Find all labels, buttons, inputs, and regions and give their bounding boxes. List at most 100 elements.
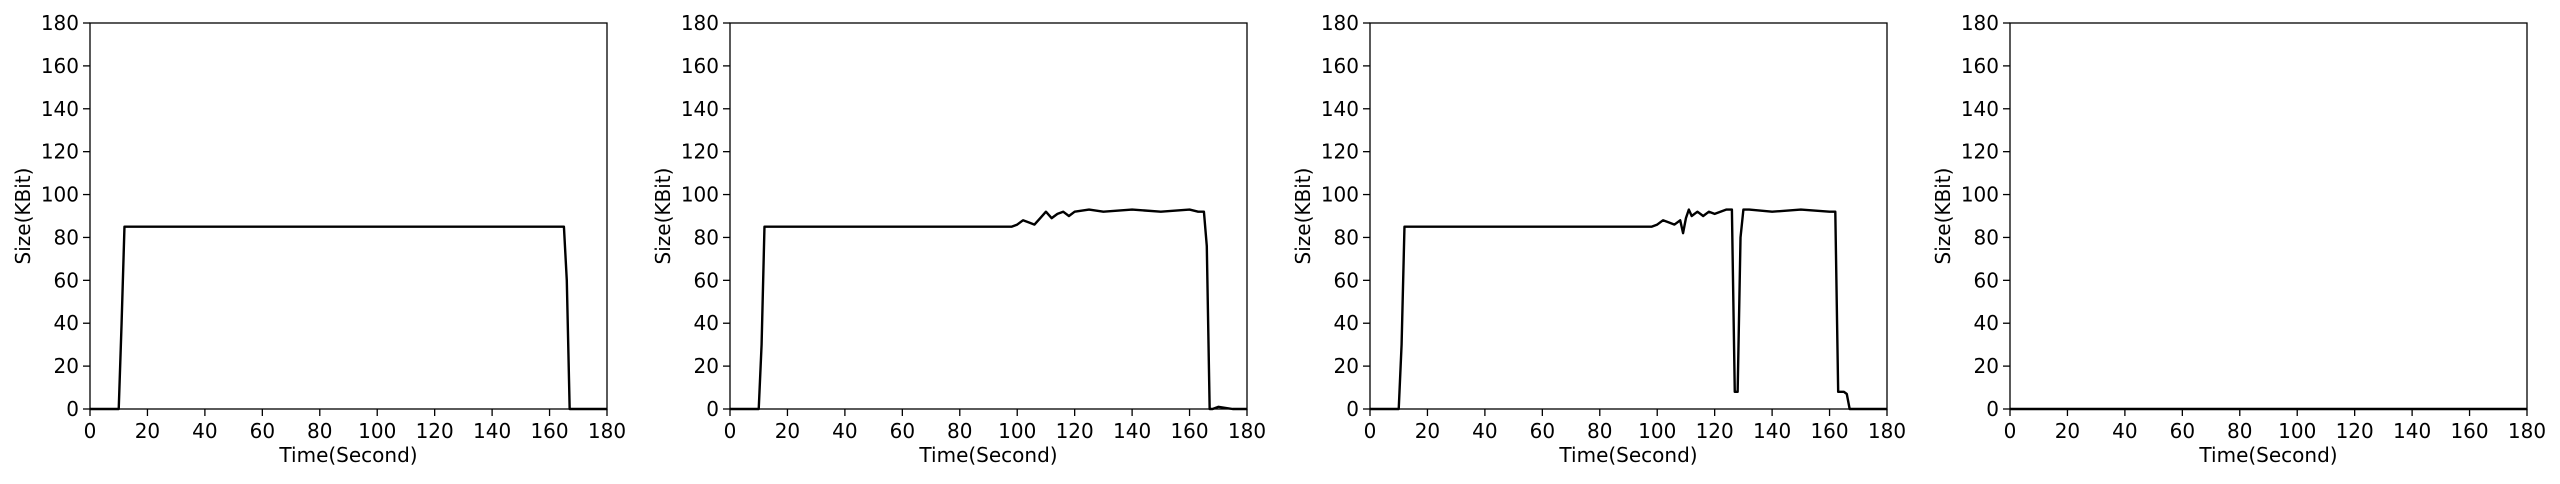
x-tick-label: 100: [358, 419, 396, 443]
y-tick-label: 160: [681, 54, 719, 78]
chart-svg: 0 20 40 60 80 100 120 140 160 180 0 20 40 60 80 100 120 1…: [1291, 11, 1906, 467]
x-tick-label: 140: [2393, 419, 2431, 443]
x-tick-label: 80: [1587, 419, 1612, 443]
y-axis-label: Size(KBit): [11, 168, 35, 265]
x-tick-label: 180: [1228, 419, 1266, 443]
x-tick-label: 120: [416, 419, 454, 443]
x-tick-label: 160: [1810, 419, 1848, 443]
x-tick-label: 0: [724, 419, 737, 443]
y-tick-label: 0: [706, 397, 719, 421]
x-tick-label: 20: [1415, 419, 1440, 443]
series-line-1: [730, 208, 1247, 411]
y-tick-label: 40: [1334, 311, 1359, 335]
x-tick-label: 100: [998, 419, 1036, 443]
x-tick-label: 120: [2336, 419, 2374, 443]
x-axis-label: Time(Second): [918, 443, 1057, 467]
y-tick-label: 120: [681, 140, 719, 164]
series-line-1: [1370, 208, 1887, 411]
x-tick-label: 60: [250, 419, 275, 443]
series-line-1: [90, 225, 607, 411]
y-tick-label: 100: [41, 183, 79, 207]
x-tick-label: 80: [307, 419, 332, 443]
x-axis-label: Time(Second): [1558, 443, 1697, 467]
x-tick-label: 100: [2278, 419, 2316, 443]
chart-panel-3: 0 20 40 60 80 100 120 140 160 180 0 20 40 60 80 100 120 1…: [1280, 0, 1920, 480]
y-tick-label: 120: [1321, 140, 1359, 164]
x-tick-label: 40: [1472, 419, 1497, 443]
x-tick-label: 0: [2004, 419, 2017, 443]
x-tick-label: 160: [530, 419, 568, 443]
y-tick-label: 60: [1334, 268, 1359, 292]
chart-panel-2: 0 20 40 60 80 100 120 140 160 180 0 20 40 60 80 100 120 1…: [640, 0, 1280, 480]
x-tick-label: 20: [775, 419, 800, 443]
y-tick-label: 180: [41, 11, 79, 35]
x-tick-label: 100: [1638, 419, 1676, 443]
axes-frame: [1369, 22, 1888, 410]
x-tick-label: 20: [2055, 419, 2080, 443]
x-tick-label: 140: [1113, 419, 1151, 443]
x-tick-label: 0: [1364, 419, 1377, 443]
y-tick-label: 80: [694, 225, 719, 249]
x-tick-label: 140: [473, 419, 511, 443]
x-tick-label: 120: [1056, 419, 1094, 443]
x-tick-label: 40: [192, 419, 217, 443]
y-tick-label: 20: [1974, 354, 1999, 378]
y-tick-label: 20: [1334, 354, 1359, 378]
chart-svg: 0 20 40 60 80 100 120 140 160 180 0 20 40 60 80 100 120 1…: [651, 11, 1266, 467]
y-tick-label: 140: [1961, 97, 1999, 121]
y-tick-label: 80: [1974, 225, 1999, 249]
y-tick-label: 0: [66, 397, 79, 421]
x-axis-label: Time(Second): [278, 443, 417, 467]
x-tick-label: 40: [2112, 419, 2137, 443]
y-tick-label: 120: [41, 140, 79, 164]
x-tick-label: 60: [1530, 419, 1555, 443]
x-tick-label: 180: [588, 419, 626, 443]
y-tick-label: 160: [41, 54, 79, 78]
axes-frame: [729, 22, 1248, 410]
axes-frame: [2009, 22, 2528, 410]
y-tick-label: 40: [1974, 311, 1999, 335]
axes-frame: [89, 22, 608, 410]
x-tick-label: 180: [2508, 419, 2546, 443]
x-tick-label: 80: [2227, 419, 2252, 443]
x-axis-label: Time(Second): [2198, 443, 2337, 467]
x-tick-label: 40: [832, 419, 857, 443]
y-tick-label: 40: [54, 311, 79, 335]
chart-svg: 0 20 40 60 80 100 120 140 160 180 0 20 40 60 80 100 120 1…: [1931, 11, 2546, 467]
y-tick-label: 180: [1961, 11, 1999, 35]
x-tick-label: 120: [1696, 419, 1734, 443]
chart-panel-1: 0 20 40 60 80 100 120 140 160 180 0 20 40 60 80 100 120 1…: [0, 0, 640, 480]
x-tick-label: 0: [84, 419, 97, 443]
y-tick-label: 0: [1346, 397, 1359, 421]
y-axis-label: Size(KBit): [1931, 168, 1955, 265]
y-tick-label: 80: [54, 225, 79, 249]
y-tick-label: 140: [1321, 97, 1359, 121]
x-tick-label: 160: [2450, 419, 2488, 443]
y-tick-label: 100: [681, 183, 719, 207]
x-tick-label: 140: [1753, 419, 1791, 443]
y-tick-label: 60: [694, 268, 719, 292]
chart-svg: 0 20 40 60 80 100 120 140 160 180 0 20 40 60 80 100 120 1…: [11, 11, 626, 467]
x-tick-label: 60: [2170, 419, 2195, 443]
x-tick-label: 180: [1868, 419, 1906, 443]
x-tick-label: 20: [135, 419, 160, 443]
y-tick-label: 60: [54, 268, 79, 292]
y-tick-label: 160: [1321, 54, 1359, 78]
y-tick-label: 140: [41, 97, 79, 121]
x-tick-label: 60: [890, 419, 915, 443]
y-axis-label: Size(KBit): [1291, 168, 1315, 265]
y-axis-label: Size(KBit): [651, 168, 675, 265]
y-tick-label: 20: [54, 354, 79, 378]
y-tick-label: 20: [694, 354, 719, 378]
y-tick-label: 0: [1986, 397, 1999, 421]
y-tick-label: 140: [681, 97, 719, 121]
y-tick-label: 160: [1961, 54, 1999, 78]
y-tick-label: 180: [1321, 11, 1359, 35]
y-tick-label: 180: [681, 11, 719, 35]
x-tick-label: 160: [1170, 419, 1208, 443]
y-tick-label: 80: [1334, 225, 1359, 249]
y-tick-label: 120: [1961, 140, 1999, 164]
chart-panel-4: 0 20 40 60 80 100 120 140 160 180 0 20 40 60 80 100 120 1…: [1920, 0, 2560, 480]
y-tick-label: 40: [694, 311, 719, 335]
